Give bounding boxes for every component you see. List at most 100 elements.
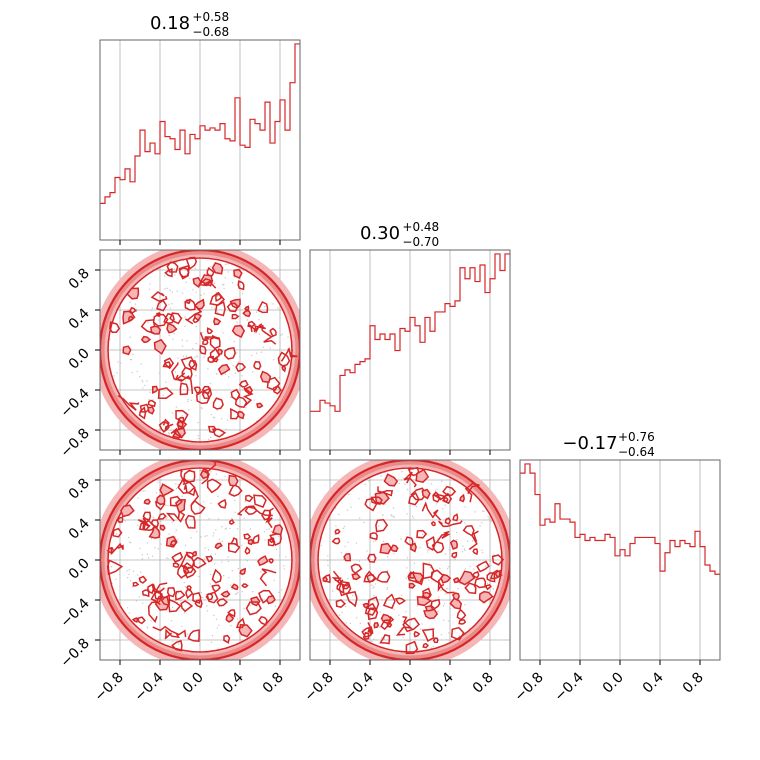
sample-point <box>206 535 208 537</box>
density-contour-line <box>236 506 273 517</box>
density-contour-blob <box>151 385 159 394</box>
sample-point <box>167 557 169 560</box>
sample-point <box>380 475 382 477</box>
density-contour-blob <box>256 402 264 409</box>
sample-point <box>188 559 190 562</box>
sample-point <box>224 528 226 530</box>
sample-point <box>190 399 192 402</box>
sample-point <box>192 289 194 291</box>
density-contour-blob <box>415 468 430 484</box>
sample-point <box>189 277 191 279</box>
sample-point <box>406 488 409 491</box>
sample-point <box>232 365 235 367</box>
sample-point <box>363 521 365 524</box>
sample-point <box>214 553 217 555</box>
sample-point <box>157 481 159 483</box>
sample-point <box>128 573 130 576</box>
density-contour-blob <box>201 385 211 395</box>
density-contour-line <box>152 625 187 638</box>
sample-point <box>227 376 230 378</box>
sample-point <box>273 579 275 582</box>
sample-point <box>492 588 494 590</box>
density-contour-blob <box>244 494 254 503</box>
density-contour-blob <box>229 537 239 546</box>
sample-point <box>340 552 343 554</box>
sample-point <box>196 531 198 533</box>
sample-point <box>226 559 229 561</box>
sample-point <box>237 361 239 363</box>
density-contour-blob <box>176 564 190 579</box>
sample-point <box>393 608 395 611</box>
density-contour-blob <box>430 569 444 584</box>
density-contour-blob <box>376 571 391 583</box>
density-contour-blob <box>423 608 439 620</box>
density-contour-blob <box>449 539 458 550</box>
sample-point <box>406 557 409 559</box>
sample-point <box>440 589 442 592</box>
density-contour-blob <box>214 300 226 317</box>
sample-point <box>131 371 133 374</box>
sample-point <box>398 614 400 616</box>
sample-point <box>401 470 403 473</box>
sample-point <box>116 533 118 535</box>
sample-point <box>177 357 179 359</box>
pair-3-vs-1: −0.8 −0.4 0.0 0.4 0.8−0.8−0.40.00.40.8 <box>57 459 301 705</box>
sample-point <box>345 622 347 624</box>
density-contour-blob <box>230 583 239 591</box>
density-contour-blob <box>156 299 168 312</box>
sample-point <box>126 576 129 579</box>
sample-point <box>167 505 169 507</box>
sample-point <box>445 588 448 590</box>
density-contour-blob <box>494 569 501 577</box>
density-contour-blob <box>154 595 170 611</box>
sample-point <box>181 292 184 294</box>
sample-point <box>138 596 141 598</box>
sample-point <box>196 355 198 357</box>
density-contour-blob <box>238 624 253 638</box>
sample-point <box>252 590 254 593</box>
title-plus: +0.58 <box>192 10 229 24</box>
sample-point <box>371 640 373 643</box>
density-contour-blob <box>243 533 252 540</box>
sample-point <box>428 549 430 551</box>
sample-point <box>222 283 224 286</box>
density-contour-line <box>247 323 263 333</box>
title-value: 0.30 <box>360 223 400 244</box>
x-tick-label: 0.0 <box>390 670 417 697</box>
sample-point <box>386 587 389 589</box>
sample-point <box>404 483 406 485</box>
density-contour-line <box>407 571 424 585</box>
sample-point <box>169 307 171 309</box>
density-contour-blob <box>364 602 377 616</box>
sample-point <box>461 550 464 553</box>
sample-point <box>215 473 217 475</box>
density-contour-blob <box>241 583 249 588</box>
density-contour-line <box>437 579 455 594</box>
density-contour-blob <box>444 517 452 525</box>
sample-point <box>449 483 451 485</box>
sample-point <box>241 590 244 593</box>
density-contour-blob <box>178 416 185 423</box>
sample-point <box>490 564 492 566</box>
sample-point <box>234 511 236 514</box>
sample-point <box>480 521 483 524</box>
density-contour-inner <box>107 467 293 653</box>
sample-point <box>142 602 144 604</box>
density-contour-blob <box>182 562 195 574</box>
density-contour-blob <box>193 386 201 395</box>
density-contour-line <box>436 530 451 542</box>
density-contour-blob <box>175 499 186 514</box>
sample-point <box>283 565 285 567</box>
histogram-title: 0.30 +0.48−0.70 <box>360 220 439 249</box>
sample-point <box>129 336 131 338</box>
x-tick-label: −0.8 <box>301 670 336 705</box>
density-contour-blob <box>343 553 351 562</box>
density-contour-blob <box>407 466 420 477</box>
sample-point <box>484 565 487 568</box>
sample-point <box>194 267 197 270</box>
sample-point <box>235 592 238 595</box>
sample-point <box>373 540 375 543</box>
sample-point <box>237 592 239 594</box>
density-contour-line <box>162 418 174 431</box>
sample-point <box>368 577 370 579</box>
